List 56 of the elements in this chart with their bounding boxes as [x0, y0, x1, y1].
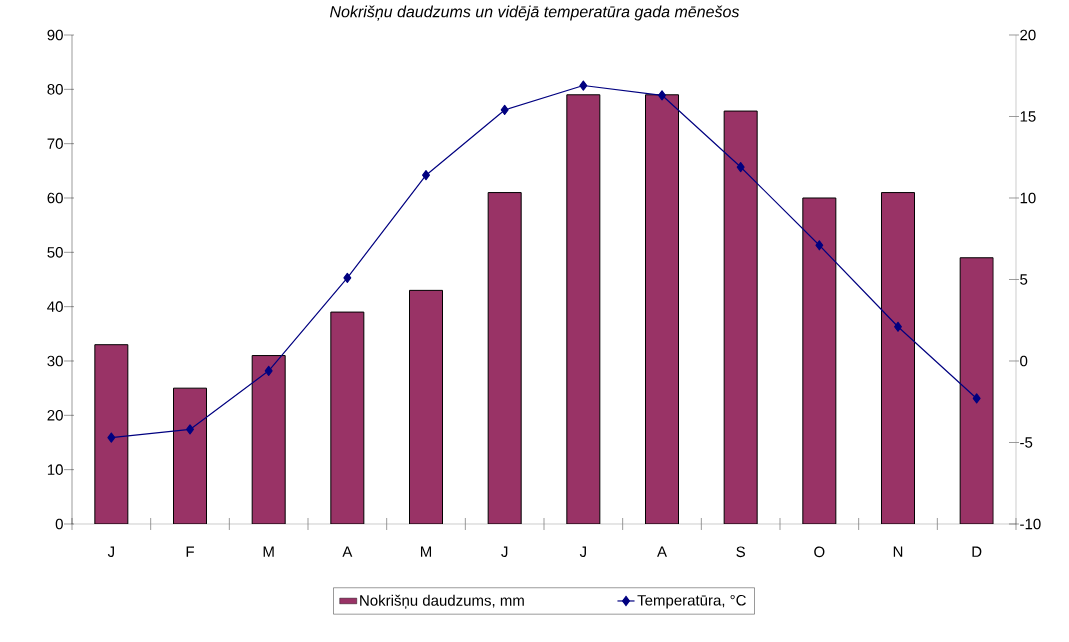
x-tick-label: O: [814, 546, 825, 558]
bar: [173, 387, 208, 524]
y-tick-label: 60: [47, 192, 63, 204]
point: [658, 90, 666, 101]
x-tick-label: A: [657, 546, 667, 557]
chart-title: Nokrišņu daudzums un vidējā temperatūra gada mēnešos: [329, 5, 740, 21]
point: [422, 170, 430, 181]
point: [186, 424, 194, 435]
y-tick-label: 0: [55, 518, 63, 530]
y2-tick-label: 15: [1020, 111, 1036, 122]
bar: [330, 311, 365, 524]
x-tick-label: M: [263, 546, 274, 557]
y-tick-label: 50: [47, 247, 63, 258]
point: [264, 365, 273, 376]
y2-tick-label: 5: [1020, 274, 1028, 285]
x-tick-label: A: [342, 546, 353, 557]
x-tick-label: J: [107, 546, 114, 557]
y2-tick-label: -10: [1020, 518, 1041, 530]
x-tick-label: S: [736, 546, 745, 558]
legend-label: Nokrišņu daudzums, mm: [360, 594, 524, 609]
bar: [409, 289, 443, 524]
point: [972, 393, 981, 404]
bar: [959, 257, 994, 524]
bar: [802, 197, 837, 524]
y2-tick-label: 20: [1020, 29, 1036, 41]
bar: [566, 94, 601, 524]
bar: [645, 94, 679, 524]
bar: [94, 344, 129, 524]
point: [894, 321, 902, 332]
y-tick-label: 80: [47, 84, 63, 95]
y-tick-label: 70: [47, 138, 63, 149]
y-tick-label: 20: [47, 410, 63, 421]
point: [343, 272, 352, 283]
y2-tick-label: 0: [1020, 355, 1028, 367]
point: [579, 80, 588, 91]
point: [736, 161, 745, 173]
y-tick-label: 90: [47, 29, 63, 41]
y2-tick-label: -5: [1020, 437, 1033, 448]
point: [107, 432, 116, 443]
y-tick-label: 30: [47, 355, 63, 367]
bar: [881, 192, 915, 524]
bar: [723, 110, 758, 524]
y-tick-label: 10: [47, 464, 63, 475]
x-tick-label: D: [972, 546, 982, 557]
y2-tick-label: 10: [1020, 192, 1036, 204]
x-tick-label: J: [579, 546, 586, 557]
bar: [251, 355, 286, 524]
x-tick-label: M: [420, 546, 432, 557]
point: [500, 104, 509, 116]
y-tick-label: 40: [47, 301, 63, 312]
x-tick-label: J: [501, 546, 508, 557]
x-tick-label: N: [893, 546, 903, 557]
bar: [487, 192, 522, 524]
legend-label: Temperatūra, °C: [637, 594, 746, 609]
point: [815, 240, 824, 251]
x-tick-label: F: [186, 546, 194, 557]
